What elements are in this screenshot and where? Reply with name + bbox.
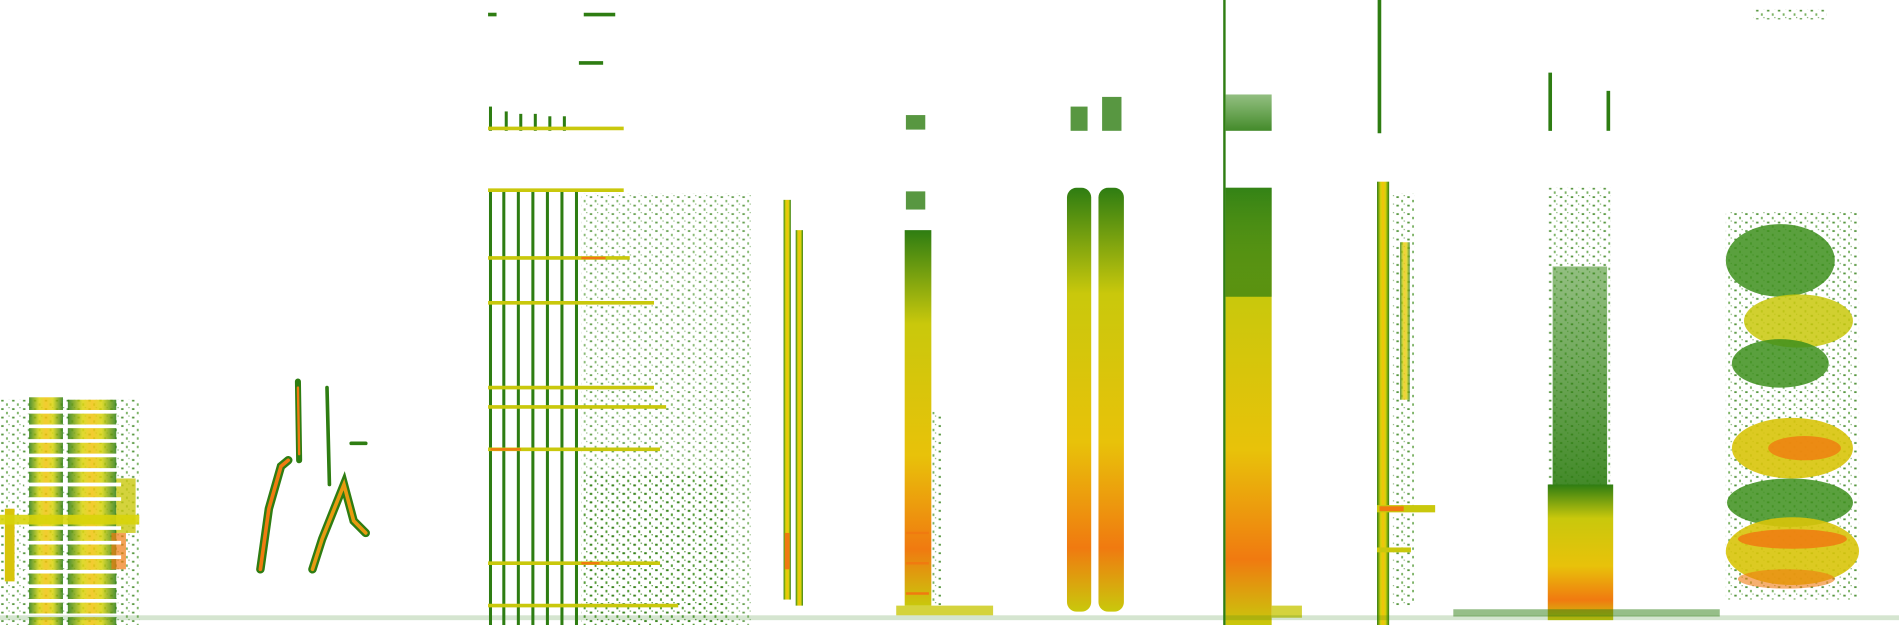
segment-3: [488, 12, 751, 625]
band: [1377, 505, 1436, 513]
blob: [1731, 339, 1829, 388]
hotspot: [111, 532, 126, 570]
speckle: [931, 411, 942, 606]
column: [67, 399, 117, 625]
column: [1377, 181, 1390, 625]
segment-6: [1066, 96, 1124, 612]
column: [904, 230, 932, 606]
column: [1547, 484, 1614, 621]
column: [1098, 187, 1124, 612]
segment-7: [1223, 0, 1302, 625]
column: [116, 478, 136, 533]
column: [795, 230, 803, 606]
column: [905, 191, 926, 210]
band: [1271, 605, 1302, 618]
hotspot: [1379, 506, 1404, 512]
hotspot: [784, 532, 790, 570]
harmonics: [488, 12, 616, 65]
hotspot: [490, 256, 606, 565]
speckle: [581, 472, 727, 625]
column: [1400, 242, 1410, 400]
stroke: [325, 385, 332, 487]
blob: [1727, 478, 1853, 527]
blob: [1725, 224, 1835, 297]
segment-5: [896, 115, 994, 616]
column: [29, 397, 63, 625]
column: [1066, 187, 1092, 612]
segment-8: [1377, 0, 1436, 625]
segment-2: [256, 378, 370, 574]
column: [4, 508, 15, 582]
column: [905, 115, 926, 130]
blob: [1737, 529, 1847, 549]
column: [1102, 96, 1122, 131]
column: [1070, 106, 1088, 131]
band: [1377, 547, 1411, 553]
speckle: [1753, 9, 1827, 20]
blob: [1737, 569, 1835, 589]
blob: [1743, 294, 1853, 348]
segment-1: [0, 397, 140, 625]
column: [1552, 266, 1608, 485]
segment-4: [783, 199, 803, 606]
segment-9: [1453, 72, 1720, 621]
band: [0, 514, 140, 525]
column: [783, 199, 791, 600]
column: [1225, 187, 1272, 297]
stroke: [310, 478, 368, 572]
hotspot: [905, 531, 929, 595]
banding: [24, 410, 122, 618]
stroke: [296, 386, 301, 456]
blob: [1768, 436, 1841, 461]
baseline-noise: [0, 615, 1899, 621]
band: [1453, 609, 1720, 617]
stroke: [258, 458, 291, 572]
column: [1225, 94, 1272, 131]
band: [896, 605, 994, 616]
segment-10: [1725, 9, 1860, 600]
